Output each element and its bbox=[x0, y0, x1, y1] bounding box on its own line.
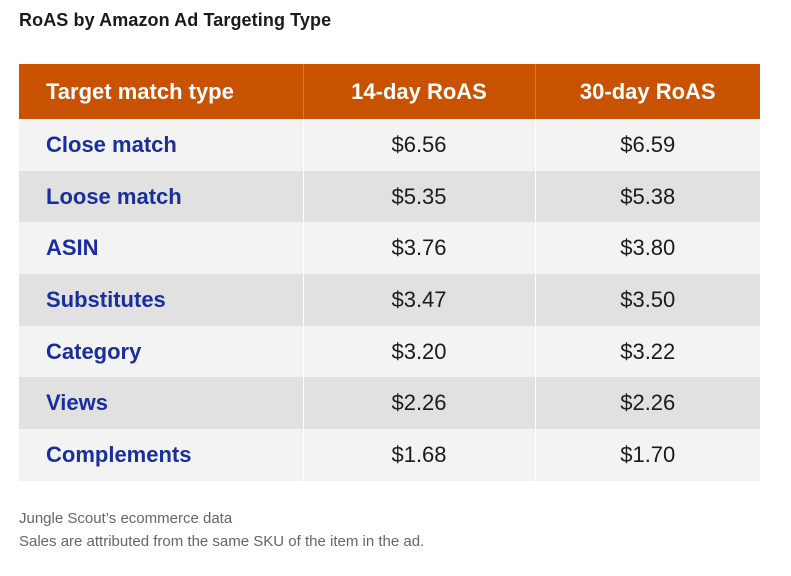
column-header-target-type: Target match type bbox=[19, 64, 304, 119]
cell-30-day: $3.22 bbox=[620, 338, 676, 364]
cell-30-day: $3.50 bbox=[620, 286, 676, 312]
roas-table: Target match type 14-day RoAS 30-day RoA… bbox=[19, 64, 760, 481]
cell-14-day: $3.47 bbox=[303, 274, 536, 326]
column-header-30-day: 30-day RoAS bbox=[579, 78, 716, 104]
table-header-row: Target match type 14-day RoAS 30-day RoA… bbox=[19, 64, 760, 119]
attribution-note: Sales are attributed from the same SKU o… bbox=[19, 533, 425, 550]
row-label: Views bbox=[19, 377, 304, 430]
table-row: Category $3.20 $3.22 bbox=[19, 325, 760, 378]
row-label: Complements bbox=[19, 429, 304, 481]
row-label: ASIN bbox=[19, 222, 304, 275]
cell-30-day: $2.26 bbox=[620, 390, 676, 416]
row-label: Close match bbox=[19, 119, 304, 171]
cell-14-day: $1.68 bbox=[303, 429, 536, 481]
cell-14-day: $3.76 bbox=[303, 222, 536, 275]
cell-14-day: $2.26 bbox=[303, 377, 536, 430]
cell-30-day: $5.38 bbox=[620, 183, 676, 209]
source-note: Jungle Scout’s ecommerce data bbox=[19, 510, 233, 527]
table-row: Loose match $5.35 $5.38 bbox=[19, 170, 760, 223]
cell-30-day: $6.59 bbox=[620, 131, 676, 157]
cell-14-day: $6.56 bbox=[303, 119, 536, 171]
column-header-14-day: 14-day RoAS bbox=[303, 64, 536, 119]
row-label: Loose match bbox=[19, 170, 304, 223]
cell-14-day: $3.20 bbox=[303, 325, 536, 378]
cell-30-day: $3.80 bbox=[620, 235, 676, 261]
page-title: RoAS by Amazon Ad Targeting Type bbox=[19, 10, 332, 30]
table-row: ASIN $3.76 $3.80 bbox=[19, 222, 760, 275]
row-label: Substitutes bbox=[19, 274, 304, 326]
cell-30-day: $1.70 bbox=[620, 441, 676, 467]
cell-14-day: $5.35 bbox=[303, 170, 536, 223]
table-row: Complements $1.68 $1.70 bbox=[19, 429, 760, 481]
table-row: Substitutes $3.47 $3.50 bbox=[19, 274, 760, 326]
table-row: Close match $6.56 $6.59 bbox=[19, 119, 760, 171]
row-label: Category bbox=[19, 325, 304, 378]
table-row: Views $2.26 $2.26 bbox=[19, 377, 760, 430]
